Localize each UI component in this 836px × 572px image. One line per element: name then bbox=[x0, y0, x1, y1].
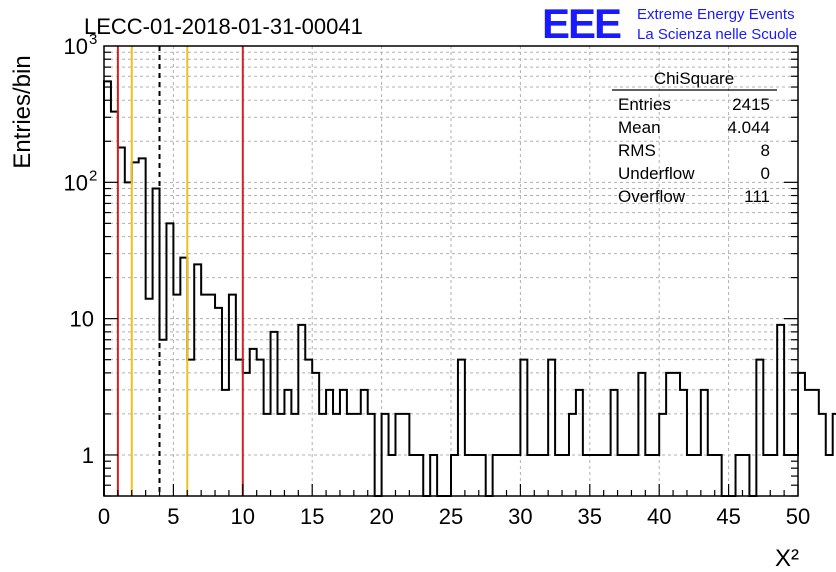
run-label: LECC-01-2018-01-31-00041 bbox=[84, 14, 363, 39]
logo-line1: Extreme Energy Events bbox=[637, 6, 795, 23]
y-tick-label: 1 bbox=[82, 443, 94, 468]
x-tick-label: 35 bbox=[578, 504, 602, 529]
histogram-outline bbox=[103, 80, 836, 497]
y-tick-exponent: 2 bbox=[89, 167, 97, 184]
stats-row-value: 4.044 bbox=[727, 118, 770, 137]
logo-line2: La Scienza nelle Scuole bbox=[637, 26, 797, 43]
x-tick-label: 30 bbox=[508, 504, 532, 529]
stats-row-label: RMS bbox=[618, 141, 656, 160]
x-tick-label: 10 bbox=[231, 504, 255, 529]
x-tick-label: 50 bbox=[786, 504, 810, 529]
y-tick-exponent: 3 bbox=[89, 31, 97, 48]
stats-row-value: 8 bbox=[761, 141, 770, 160]
x-tick-label: 15 bbox=[300, 504, 324, 529]
reference-lines bbox=[116, 46, 244, 496]
x-tick-label: 40 bbox=[647, 504, 671, 529]
histogram bbox=[103, 80, 836, 497]
stats-row-label: Underflow bbox=[618, 164, 695, 183]
x-tick-label: 5 bbox=[167, 504, 179, 529]
stats-row-value: 2415 bbox=[732, 95, 770, 114]
x-tick-label: 0 bbox=[98, 504, 110, 529]
eee-logo: EEE Extreme Energy Events La Scienza nel… bbox=[542, 0, 797, 47]
stats-row-value: 111 bbox=[744, 187, 770, 206]
stats-box: ChiSquare Entries 2415 Mean 4.044 RMS 8 Underf… bbox=[612, 69, 777, 206]
stats-title: ChiSquare bbox=[654, 69, 734, 88]
x-tick-label: 45 bbox=[716, 504, 740, 529]
y-tick-label: 10 bbox=[64, 170, 88, 195]
y-tick-label: 10 bbox=[70, 307, 94, 332]
stats-row-value: 0 bbox=[761, 164, 770, 183]
logo-letters: EEE bbox=[542, 0, 621, 47]
y-tick-label: 10 bbox=[64, 34, 88, 59]
x-tick-label: 25 bbox=[439, 504, 463, 529]
stats-row-label: Mean bbox=[618, 118, 661, 137]
stats-row-label: Entries bbox=[618, 95, 671, 114]
x-axis-label: X² bbox=[775, 545, 799, 572]
x-tick-label: 20 bbox=[369, 504, 393, 529]
stats-row-label: Overflow bbox=[618, 187, 686, 206]
y-axis-label: Entries/bin bbox=[9, 55, 36, 168]
